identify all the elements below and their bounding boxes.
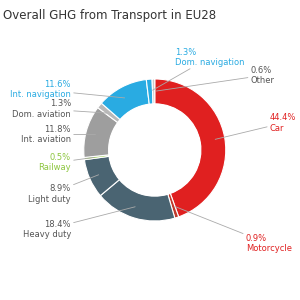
Text: 1.3%
Dom. aviation: 1.3% Dom. aviation — [12, 99, 106, 118]
Text: 18.4%
Heavy duty: 18.4% Heavy duty — [22, 207, 135, 239]
Wedge shape — [100, 180, 175, 221]
Wedge shape — [152, 79, 155, 104]
Text: 8.9%
Light duty: 8.9% Light duty — [28, 175, 99, 204]
Text: 44.4%
Car: 44.4% Car — [215, 113, 296, 139]
Wedge shape — [155, 79, 226, 217]
Wedge shape — [98, 103, 120, 122]
Text: 11.6%
Int. navigation: 11.6% Int. navigation — [10, 80, 125, 99]
Wedge shape — [84, 108, 118, 158]
Text: 0.9%
Motorcycle: 0.9% Motorcycle — [176, 207, 292, 254]
Text: 11.8%
Int. aviation: 11.8% Int. aviation — [21, 125, 95, 144]
Text: 0.6%
Other: 0.6% Other — [156, 66, 274, 91]
Circle shape — [109, 104, 201, 196]
Wedge shape — [84, 156, 119, 196]
Text: 0.5%
Railway: 0.5% Railway — [38, 153, 94, 172]
Wedge shape — [84, 155, 109, 160]
Wedge shape — [101, 80, 149, 120]
Text: Overall GHG from Transport in EU28: Overall GHG from Transport in EU28 — [3, 9, 216, 22]
Wedge shape — [168, 194, 179, 218]
Text: 1.3%
Dom. navigation: 1.3% Dom. navigation — [153, 48, 244, 90]
Wedge shape — [146, 79, 153, 104]
